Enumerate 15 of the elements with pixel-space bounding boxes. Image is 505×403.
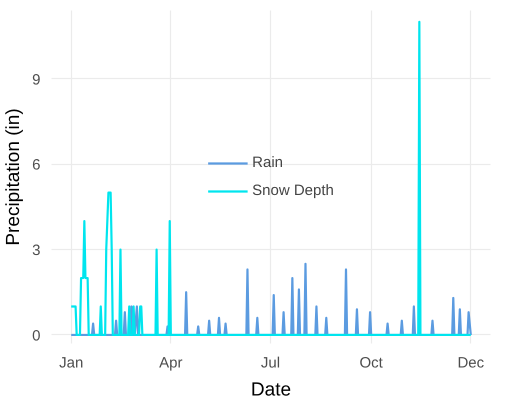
y-tick-label: 0 <box>32 327 40 344</box>
x-axis-title: Date <box>250 380 292 400</box>
x-tick-label: Apr <box>159 354 183 372</box>
line-series <box>70 262 472 336</box>
x-tick-label: Dec <box>457 354 485 372</box>
line-series <box>70 20 472 336</box>
y-tick-label: 9 <box>32 71 40 88</box>
x-tick-label: Jan <box>59 354 84 372</box>
x-tick-label: Oct <box>360 354 384 372</box>
y-axis-title: Precipitation (in) <box>3 108 24 246</box>
legend-label: Snow Depth <box>252 182 334 199</box>
x-tick-label: Jul <box>260 354 280 372</box>
y-tick-label: 3 <box>32 242 40 260</box>
legend-label: Rain <box>252 154 283 171</box>
y-tick-label: 6 <box>32 156 40 174</box>
